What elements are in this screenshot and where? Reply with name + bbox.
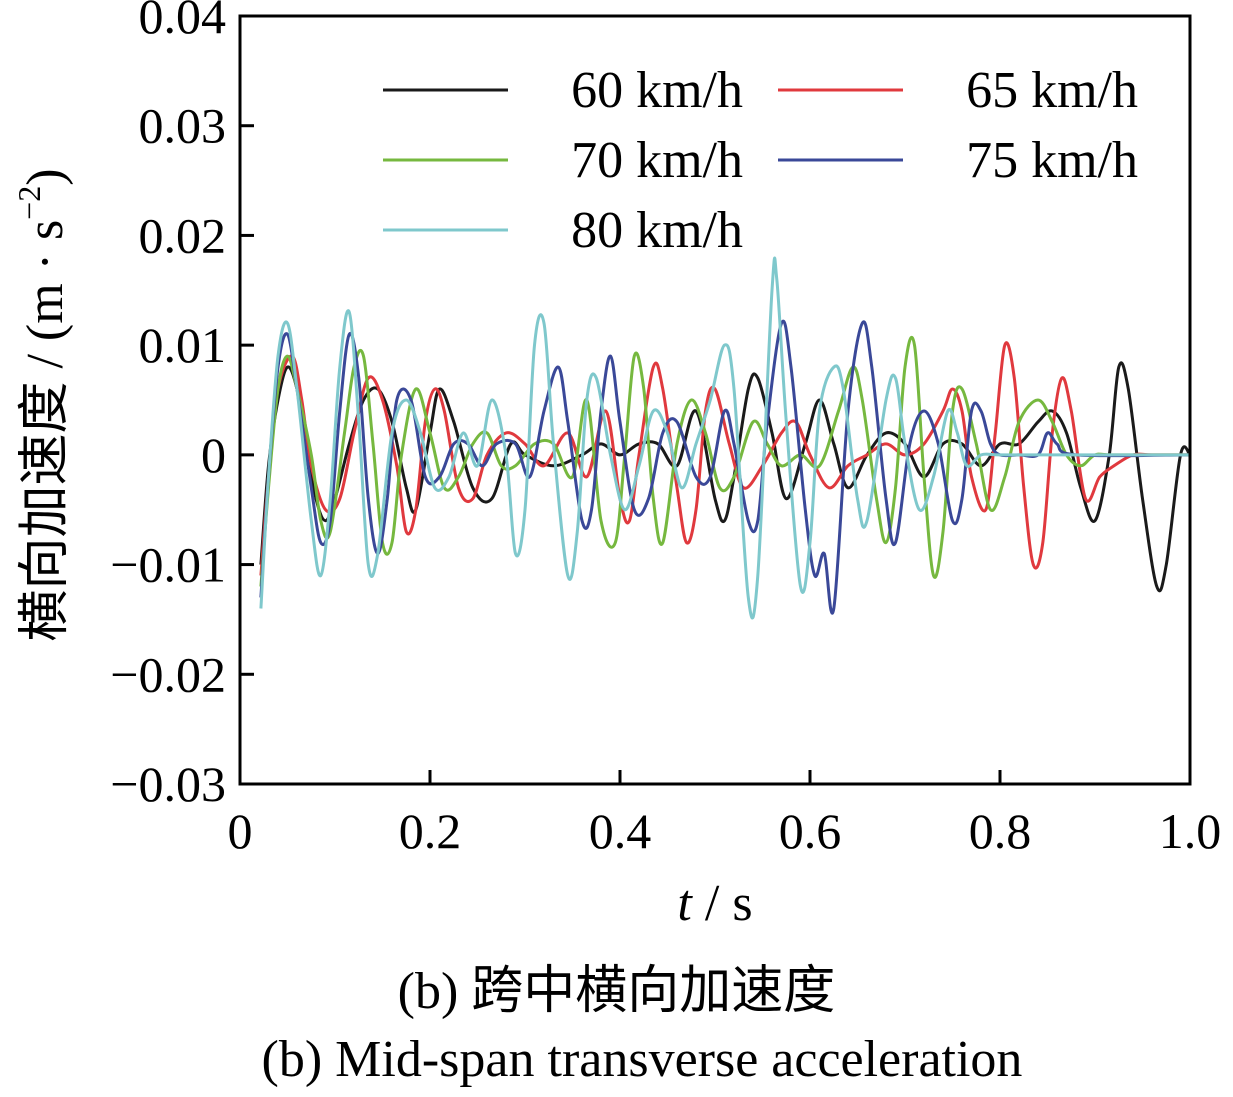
- y-tick-label: 0: [201, 427, 226, 483]
- series-line-65kmh: [259, 341, 1190, 576]
- x-tick-label: 0.6: [779, 803, 842, 859]
- x-tick-label: 0: [228, 803, 253, 859]
- plot-frame: [238, 14, 1192, 786]
- series-layer: [259, 256, 1192, 620]
- series-line-70kmh: [259, 336, 1190, 587]
- y-tick-label: 0.04: [139, 0, 227, 44]
- x-axis-label: t / s: [677, 875, 752, 932]
- series-line-80kmh: [259, 256, 1190, 620]
- legend: 60 km/h 65 km/h 70 km/h 75 km/h 80 km/h: [383, 62, 1138, 259]
- x-tick-label: 0.2: [399, 803, 462, 859]
- x-tick-label: 0.8: [969, 803, 1032, 859]
- legend-label: 60 km/h: [571, 62, 743, 119]
- y-tick-label: 0.01: [139, 317, 227, 373]
- x-tick-label: 0.4: [589, 803, 652, 859]
- x-tick-label: 1.0: [1159, 803, 1222, 859]
- legend-label: 70 km/h: [571, 132, 743, 189]
- legend-label: 65 km/h: [966, 62, 1138, 119]
- y-tick-label: −0.01: [110, 537, 226, 593]
- caption-chinese: (b) 跨中横向加速度: [397, 963, 836, 1020]
- y-axis-label: 横向加速度 / (m · s−2): [11, 168, 74, 641]
- y-tick-label: −0.03: [110, 756, 226, 812]
- legend-label: 75 km/h: [966, 132, 1138, 189]
- y-tick-label: 0.03: [139, 98, 227, 154]
- y-tick-label: 0.02: [139, 207, 227, 263]
- ticks-layer: 0 0.2 0.4 0.6 0.8 1.0 −0.03 −0.02 −0.01 0 0.01 0.02…: [110, 0, 1221, 859]
- caption-english: (b) Mid-span transverse acceleration: [261, 1031, 1023, 1088]
- legend-label: 80 km/h: [571, 202, 743, 259]
- y-tick-label: −0.02: [110, 646, 226, 702]
